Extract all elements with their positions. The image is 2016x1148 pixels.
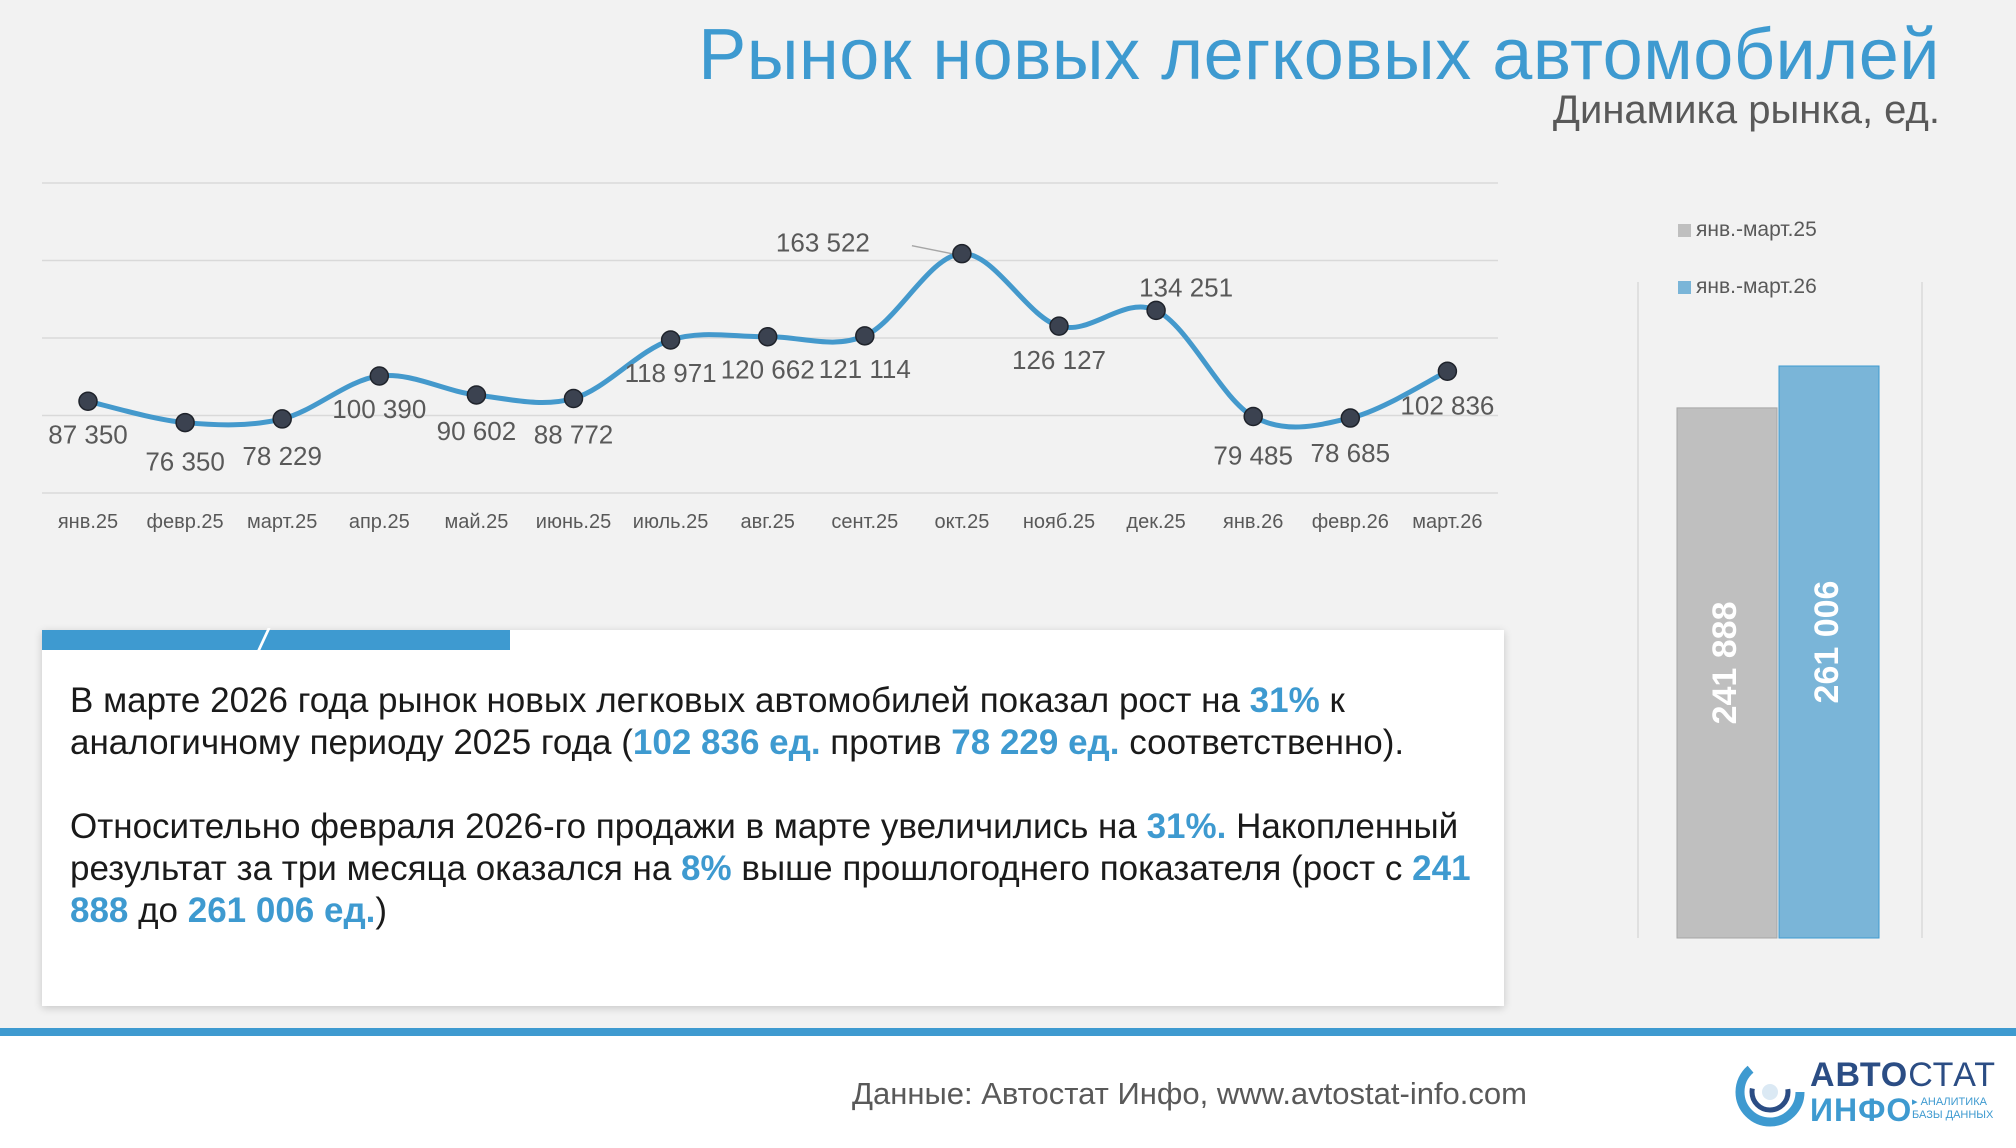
logo-text-top: АВТОСТАТ <box>1810 1056 1996 1095</box>
x-tick-label: февр.25 <box>147 511 224 533</box>
x-tick-label: июнь.25 <box>536 511 611 533</box>
x-tick-label: окт.25 <box>934 511 989 533</box>
data-label: 79 485 <box>1213 440 1293 470</box>
data-point <box>369 366 390 386</box>
highlight-value: 78 229 ед. <box>951 723 1120 762</box>
highlight-value: 8% <box>681 849 732 888</box>
x-tick-label: февр.26 <box>1312 511 1389 533</box>
data-point <box>175 412 195 433</box>
data-point <box>1340 408 1361 428</box>
data-label: 90 602 <box>437 416 517 446</box>
data-point <box>1146 300 1166 321</box>
legend-swatch <box>1678 224 1691 237</box>
logo-text-bottom: ИНФО <box>1810 1092 1913 1128</box>
footer <box>0 1036 2016 1148</box>
data-label: 78 229 <box>242 441 322 471</box>
text-span: В марте 2026 года рынок новых легковых а… <box>70 681 1250 720</box>
data-label: 100 390 <box>332 394 426 424</box>
data-label: 76 350 <box>145 447 225 477</box>
x-tick-label: янв.26 <box>1223 511 1283 533</box>
text-span: Накопленный результат за три месяца оказ… <box>70 807 1459 888</box>
bar-value-label: 241 888 <box>1706 601 1744 724</box>
series-line <box>87 251 1449 430</box>
x-tick-label: март.25 <box>247 511 317 533</box>
logo-text-thin: СТАТ <box>1908 1056 1997 1094</box>
text-span: соответственно). <box>1119 723 1405 762</box>
data-label: 102 836 <box>1400 390 1494 420</box>
data-point <box>660 330 681 350</box>
x-tick-label: янв.25 <box>58 511 118 533</box>
summary-card-accent <box>42 630 510 650</box>
highlight-value: 261 006 ед. <box>187 891 376 930</box>
legend-swatch <box>1678 281 1691 294</box>
data-label: 126 127 <box>1012 345 1106 375</box>
highlight-value: 31% <box>1249 681 1320 720</box>
data-point <box>272 409 292 429</box>
x-tick-label: июль.25 <box>633 511 709 533</box>
text-span: против <box>820 723 952 762</box>
label-leader-line <box>911 244 953 255</box>
text-span: выше прошлогоднего показателя (рост с <box>731 849 1413 888</box>
logo-swirl-icon <box>1735 1057 1805 1127</box>
text-span: до <box>128 891 188 930</box>
legend-label: янв.-март.25 <box>1696 218 1817 241</box>
data-point <box>78 391 98 412</box>
data-point <box>1437 361 1458 382</box>
text-span: к аналогичному периоду 2025 года ( <box>70 681 1345 762</box>
bar <box>1676 407 1778 939</box>
data-label: 163 522 <box>776 228 870 258</box>
data-point <box>952 243 972 264</box>
data-point <box>563 388 584 409</box>
data-point <box>466 385 487 405</box>
bar-chart: 241 888 261 006 янв.-март.25 янв.-март.26 <box>1637 218 1923 939</box>
x-tick-label: май.25 <box>444 511 508 533</box>
footer-divider <box>0 1028 2016 1036</box>
x-tick-label: март.26 <box>1412 511 1482 533</box>
line-chart: 87 350 янв.25 76 350 февр.25 78 229 март.25 10… <box>42 182 1498 533</box>
highlight-value: 102 836 ед. <box>632 723 821 762</box>
logo-text-bold: АВТО <box>1810 1056 1909 1094</box>
x-tick-label: авг.25 <box>740 511 794 533</box>
highlight-value: 241 888 <box>70 849 1471 930</box>
summary-paragraph-1: В марте 2026 года рынок новых легковых а… <box>70 680 1490 764</box>
bar-value-label: 261 006 <box>1808 581 1846 704</box>
bar <box>1778 365 1880 939</box>
source-text: Данные: Автостат Инфо, www.avtostat-info… <box>852 1076 1527 1111</box>
data-label: 120 662 <box>721 355 815 385</box>
data-point <box>757 326 778 347</box>
x-tick-label: нояб.25 <box>1023 511 1095 533</box>
legend-label: янв.-март.26 <box>1696 275 1817 298</box>
data-label: 78 685 <box>1311 438 1391 468</box>
x-tick-label: сент.25 <box>831 511 898 533</box>
summary-text: В марте 2026 года рынок новых легковых а… <box>70 680 1490 974</box>
summary-paragraph-2: Относительно февраля 2026-го продажи в м… <box>70 806 1490 932</box>
logo-tagline: ▸ АНАЛИТИКА БАЗЫ ДАННЫХ <box>1912 1096 1994 1121</box>
highlight-value: 31%. <box>1146 807 1227 846</box>
summary-card <box>42 630 1504 1006</box>
page-title: Рынок новых легковых автомобилей <box>698 15 1940 95</box>
data-point <box>1243 406 1263 427</box>
text-span: ) <box>375 891 388 930</box>
data-point <box>1049 316 1069 336</box>
data-label: 87 350 <box>48 419 128 449</box>
data-label: 118 971 <box>625 358 717 388</box>
x-tick-label: апр.25 <box>349 511 410 533</box>
text-span: Относительно февраля 2026-го продажи в м… <box>70 807 1147 846</box>
brand-logo: АВТОСТАТ ИНФО ▸ АНАЛИТИКА БАЗЫ ДАННЫХ <box>1732 1052 1995 1132</box>
data-label: 88 772 <box>534 420 614 450</box>
data-label: 121 114 <box>819 354 911 384</box>
page-subtitle: Динамика рынка, ед. <box>1552 88 1940 132</box>
data-label: 134 251 <box>1139 272 1233 302</box>
x-tick-label: дек.25 <box>1126 511 1185 533</box>
data-point <box>855 326 875 346</box>
